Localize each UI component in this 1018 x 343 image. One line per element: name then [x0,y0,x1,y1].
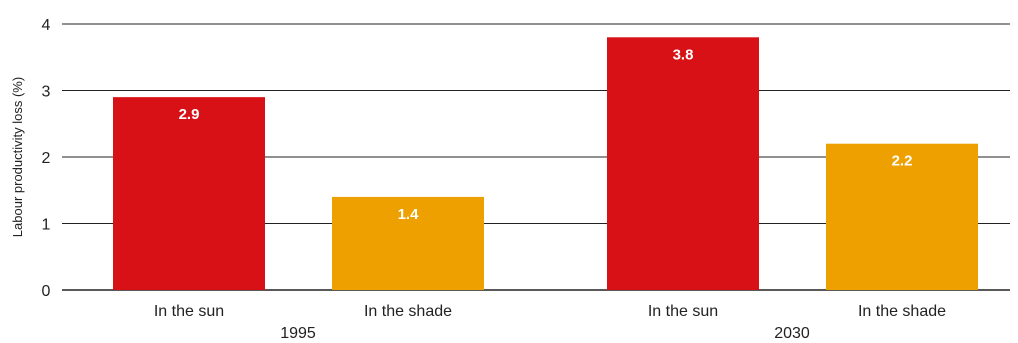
bar [332,196,484,290]
y-tick-label: 3 [42,84,51,101]
x-category-label: In the sun [154,303,224,320]
x-category-label: In the shade [364,303,452,320]
bar [113,97,265,291]
bar-value-label: 2.2 [892,153,913,170]
x-group-label: 2030 [774,325,810,342]
x-category-label: In the shade [858,303,946,320]
bar [826,143,978,290]
bar-value-label: 1.4 [398,206,420,223]
x-category-label: In the sun [648,303,718,320]
bar [607,37,759,290]
axes: 0 1 2 3 4 In the sun In the shade 1995 In the su… [42,17,947,342]
y-tick-label: 4 [42,17,51,34]
bars: 2.9 1.4 3.8 2.2 [113,37,978,291]
bar-value-label: 3.8 [673,46,694,63]
y-tick-label: 1 [42,217,51,234]
x-group-label: 1995 [280,325,316,342]
y-tick-label: 0 [42,283,51,300]
y-tick-label: 2 [42,150,51,167]
bar-value-label: 2.9 [179,106,200,123]
y-axis-label: Labour productivity loss (%) [10,77,25,237]
